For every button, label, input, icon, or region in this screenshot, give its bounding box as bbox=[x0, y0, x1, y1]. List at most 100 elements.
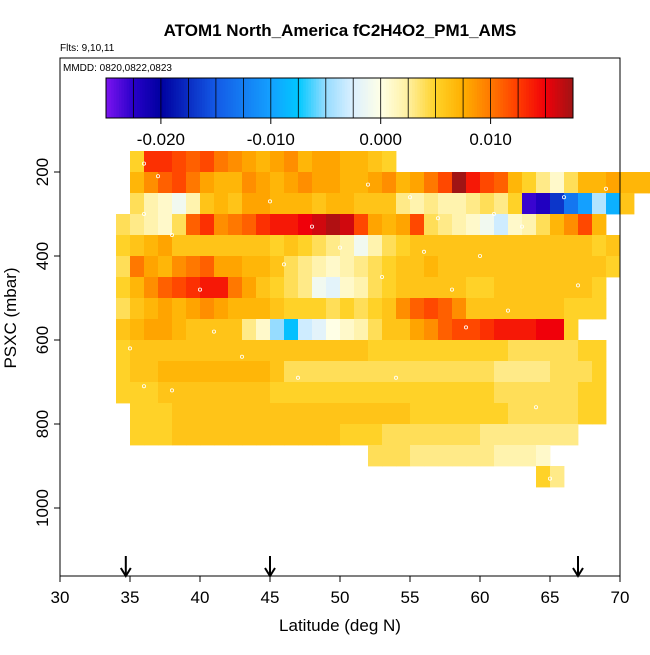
heatmap-cell bbox=[522, 235, 537, 257]
colorbar-swatch bbox=[256, 78, 260, 118]
heatmap-cell bbox=[606, 172, 621, 194]
heatmap-cell bbox=[200, 298, 215, 320]
colorbar-swatch bbox=[181, 78, 185, 118]
colorbar-swatch bbox=[502, 78, 507, 118]
heatmap-cell bbox=[592, 382, 607, 404]
heatmap-cell bbox=[284, 361, 299, 383]
heatmap-cell bbox=[396, 424, 411, 446]
colorbar-swatch bbox=[399, 78, 403, 118]
heatmap-cell bbox=[228, 340, 243, 362]
heatmap-cell bbox=[354, 424, 369, 446]
colorbar-swatch bbox=[113, 78, 117, 118]
colorbar-swatch bbox=[248, 78, 252, 118]
heatmap-cell bbox=[522, 256, 537, 278]
colorbar-tick-label: 0.000 bbox=[359, 130, 402, 149]
heatmap-cell bbox=[116, 235, 131, 257]
x-tick-label: 35 bbox=[121, 588, 140, 607]
heatmap-cell bbox=[452, 340, 467, 362]
colorbar-swatch bbox=[155, 78, 159, 118]
heatmap-cell bbox=[564, 361, 579, 383]
x-tick-label: 55 bbox=[401, 588, 420, 607]
heatmap-cell bbox=[270, 340, 285, 362]
heatmap-cell bbox=[396, 340, 411, 362]
y-tick-label: 800 bbox=[33, 410, 52, 438]
heatmap-cell bbox=[186, 256, 201, 278]
sample-point bbox=[604, 186, 609, 191]
heatmap-cell bbox=[410, 382, 425, 404]
sample-point bbox=[127, 346, 132, 351]
heatmap-cell bbox=[536, 277, 551, 299]
heatmap-cell bbox=[466, 382, 481, 404]
heatmap-cell bbox=[116, 214, 131, 236]
heatmap-cell bbox=[410, 298, 425, 320]
heatmap-cell bbox=[144, 319, 159, 341]
heatmap-cell bbox=[424, 235, 439, 257]
heatmap-cell bbox=[368, 172, 383, 194]
heatmap-cell bbox=[494, 235, 509, 257]
colorbar-swatch bbox=[300, 78, 304, 118]
colorbar-swatch bbox=[445, 78, 449, 118]
sample-point bbox=[379, 274, 384, 279]
heatmap-cell bbox=[144, 361, 159, 383]
colorbar-swatch bbox=[139, 78, 143, 118]
heatmap-cell bbox=[340, 403, 355, 425]
heatmap-cell bbox=[130, 424, 145, 446]
heatmap-cell bbox=[172, 424, 187, 446]
heatmap-cell bbox=[480, 403, 495, 425]
heatmap-cell bbox=[256, 277, 271, 299]
colorbar: -0.020 -0.010 0.000 0.010 bbox=[105, 77, 574, 149]
heatmap-cell bbox=[326, 151, 341, 173]
heatmap-cell bbox=[494, 361, 509, 383]
heatmap-cell bbox=[130, 340, 145, 362]
colorbar-swatch bbox=[510, 78, 514, 118]
heatmap-cell bbox=[298, 193, 313, 215]
colorbar-swatch bbox=[186, 78, 190, 118]
y-tick-label: 200 bbox=[33, 158, 52, 186]
colorbar-swatch bbox=[378, 78, 382, 118]
heatmap-cell bbox=[228, 193, 243, 215]
colorbar-swatch bbox=[287, 78, 291, 118]
heatmap-cell bbox=[480, 256, 495, 278]
heatmap-cell bbox=[298, 382, 313, 404]
heatmap-cell bbox=[522, 214, 537, 236]
heatmap-cell bbox=[326, 277, 341, 299]
colorbar-swatch bbox=[170, 78, 174, 118]
heatmap-cell bbox=[158, 340, 173, 362]
heatmap-cell bbox=[438, 445, 453, 467]
heatmap-cell bbox=[228, 172, 243, 194]
colorbar-swatch bbox=[453, 78, 457, 118]
heatmap-cell bbox=[368, 424, 383, 446]
y-tick-label: 400 bbox=[33, 242, 52, 270]
heatmap-cell bbox=[186, 319, 201, 341]
colorbar-swatch bbox=[518, 78, 522, 118]
colorbar-swatch bbox=[118, 78, 123, 118]
heatmap-cell bbox=[340, 193, 355, 215]
heatmap-cell bbox=[298, 424, 313, 446]
heatmap-cell bbox=[550, 214, 565, 236]
heatmap-cell bbox=[466, 298, 481, 320]
y-tick-label: 600 bbox=[33, 326, 52, 354]
heatmap-cell bbox=[172, 193, 187, 215]
heatmap-cell bbox=[270, 256, 285, 278]
heatmap-cell bbox=[172, 277, 187, 299]
sample-point bbox=[449, 287, 454, 292]
heatmap-cell bbox=[466, 361, 481, 383]
heatmap-cell bbox=[284, 256, 299, 278]
heatmap-cell bbox=[564, 256, 579, 278]
heatmap-cell bbox=[144, 340, 159, 362]
colorbar-swatch bbox=[419, 78, 424, 118]
heatmap-cell bbox=[424, 403, 439, 425]
colorbar-swatch bbox=[121, 78, 125, 118]
x-axis-label: Latitude (deg N) bbox=[279, 616, 401, 635]
colorbar-swatch bbox=[282, 78, 286, 118]
colorbar-swatch bbox=[365, 78, 369, 118]
colorbar-swatch bbox=[432, 78, 436, 118]
heatmap-cell bbox=[410, 340, 425, 362]
colorbar-swatch bbox=[534, 78, 538, 118]
heatmap-cell bbox=[242, 256, 257, 278]
heatmap-cell bbox=[382, 151, 397, 173]
heatmap-cell bbox=[270, 214, 285, 236]
colorbar-swatch bbox=[381, 78, 385, 118]
heatmap-cell bbox=[144, 277, 159, 299]
heatmap-cell bbox=[494, 277, 509, 299]
